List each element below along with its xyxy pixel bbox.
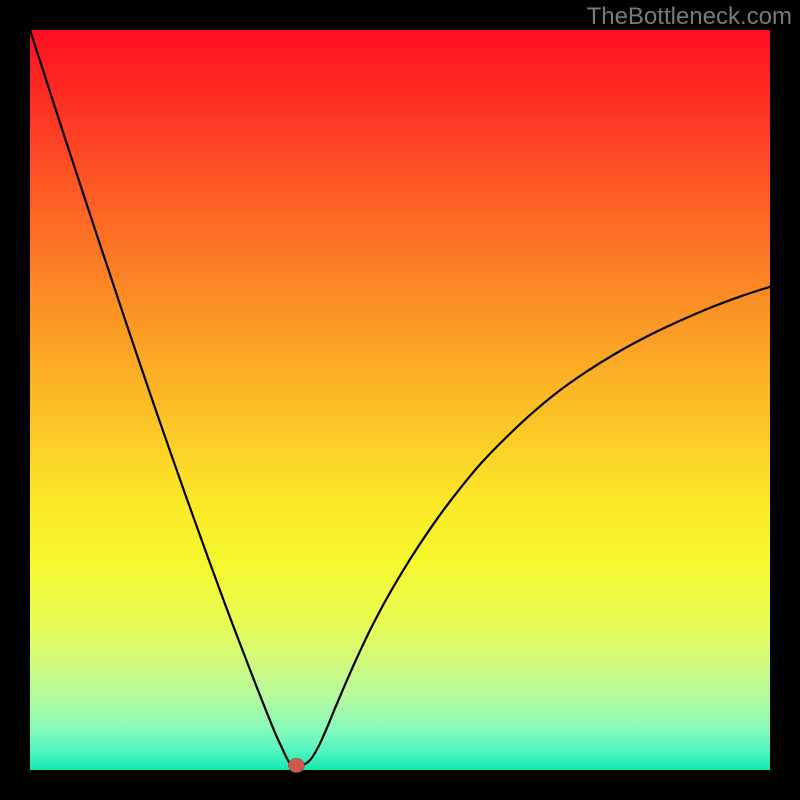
chart-svg: TheBottleneck.com	[0, 0, 800, 800]
watermark-text: TheBottleneck.com	[587, 3, 792, 30]
chart-container: TheBottleneck.com	[0, 0, 800, 800]
optimal-marker	[288, 758, 304, 772]
plot-area	[30, 30, 770, 770]
